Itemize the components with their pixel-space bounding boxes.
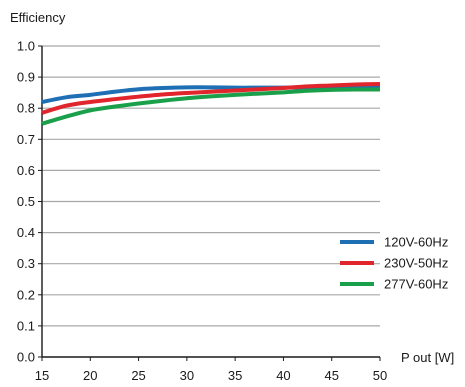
y-tick-label: 0.8 bbox=[17, 101, 35, 116]
y-tick-label: 0.9 bbox=[17, 70, 35, 85]
x-tick-label: 20 bbox=[83, 368, 97, 383]
x-tick-label: 45 bbox=[324, 368, 338, 383]
y-tick-label: 0.2 bbox=[17, 287, 35, 302]
legend: 120V-60Hz 230V-50Hz 277V-60Hz bbox=[340, 235, 448, 292]
x-tick-label: 35 bbox=[228, 368, 242, 383]
series-line-2 bbox=[41, 81, 381, 115]
legend-label: 230V-50Hz bbox=[384, 256, 448, 271]
series-lines bbox=[41, 81, 381, 126]
series-line-3 bbox=[41, 87, 381, 126]
gridlines bbox=[42, 45, 380, 327]
x-tick-label: 15 bbox=[35, 368, 49, 383]
y-axis-title: Efficiency bbox=[10, 10, 66, 25]
y-tick-label: 0.5 bbox=[17, 194, 35, 209]
y-axis-ticks: 0.0 0.1 0.2 0.3 0.4 0.5 0.6 0.7 0.8 0.9 1.0 bbox=[17, 39, 42, 365]
y-tick-label: 0.4 bbox=[17, 225, 35, 240]
x-tick-label: 25 bbox=[131, 368, 145, 383]
y-tick-label: 0.7 bbox=[17, 132, 35, 147]
x-axis-title: P out [W] bbox=[401, 350, 454, 365]
y-tick-label: 0.1 bbox=[17, 318, 35, 333]
x-axis-ticks: 15 20 25 30 35 40 45 50 bbox=[35, 357, 387, 383]
x-tick-label: 50 bbox=[373, 368, 387, 383]
legend-label: 120V-60Hz bbox=[384, 235, 448, 250]
y-tick-label: 1.0 bbox=[17, 39, 35, 54]
legend-label: 277V-60Hz bbox=[384, 277, 448, 292]
x-tick-label: 40 bbox=[276, 368, 290, 383]
y-tick-label: 0.3 bbox=[17, 256, 35, 271]
y-tick-label: 0.6 bbox=[17, 163, 35, 178]
y-tick-label: 0.0 bbox=[17, 350, 35, 365]
x-tick-label: 30 bbox=[180, 368, 194, 383]
